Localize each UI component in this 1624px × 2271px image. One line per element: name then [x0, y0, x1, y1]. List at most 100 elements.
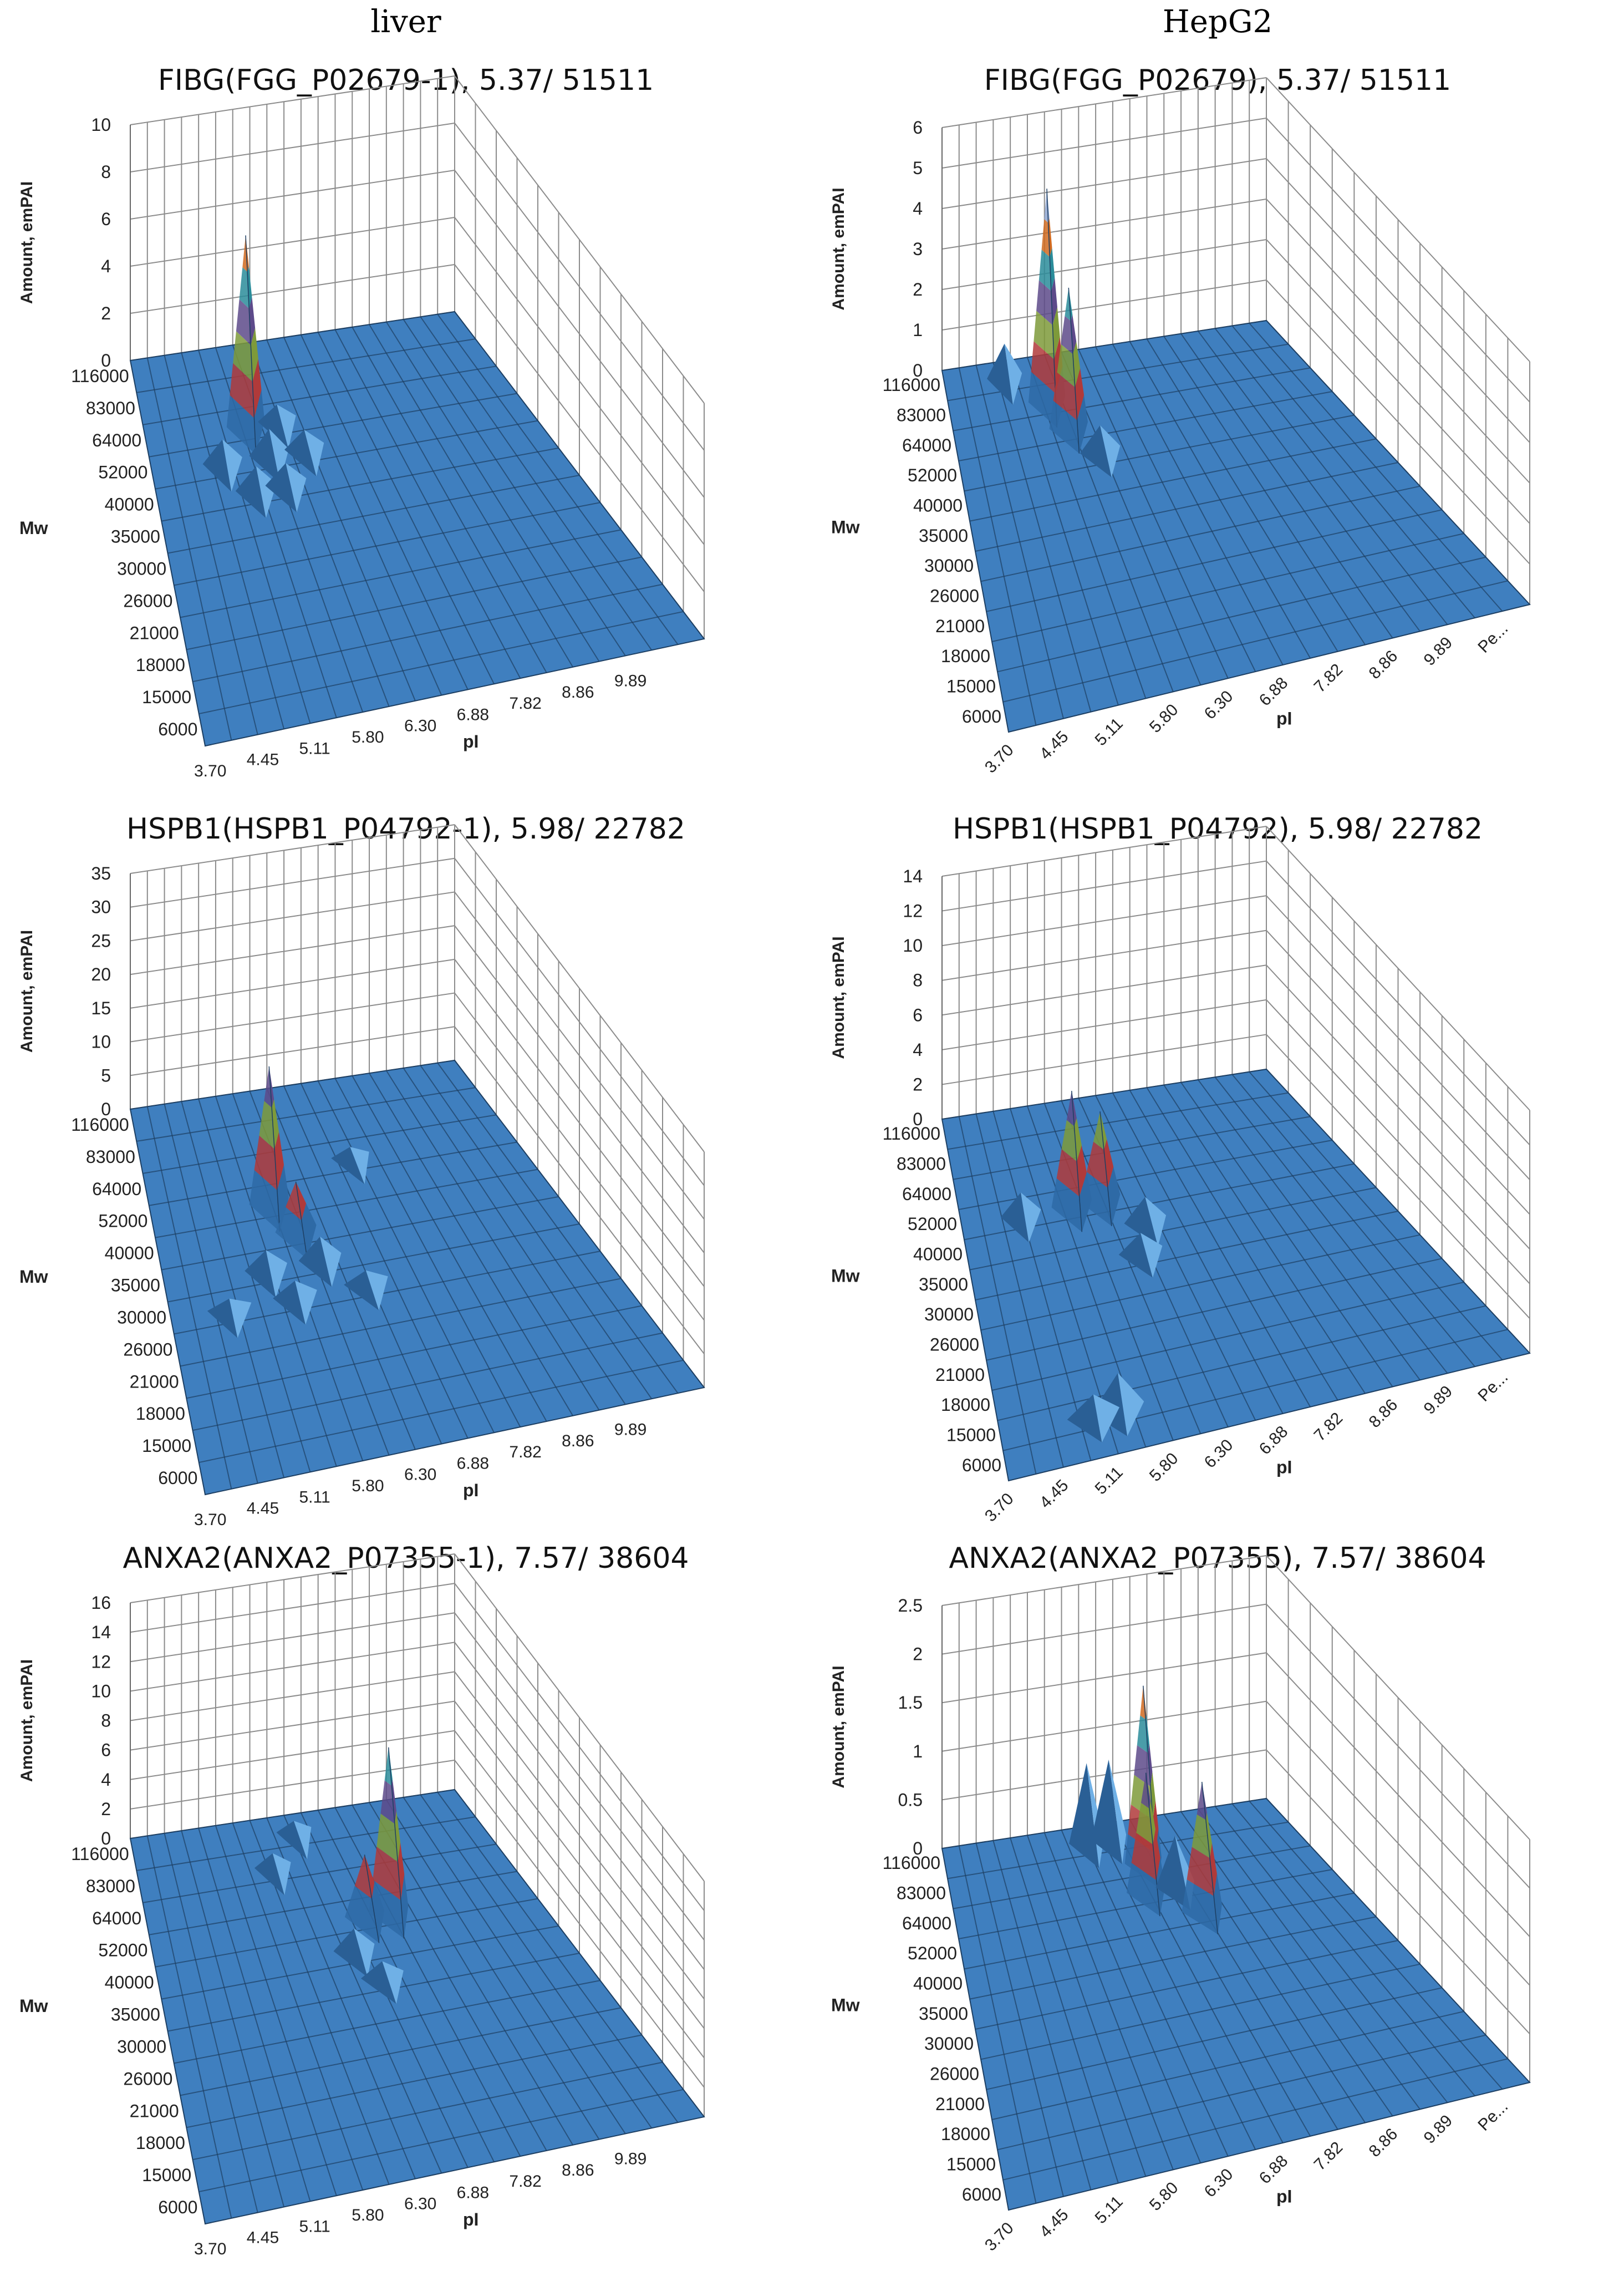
peak-edge: [364, 1855, 380, 1943]
wall-gridline: [130, 264, 455, 314]
pi-axis-label: pI: [463, 1480, 478, 1500]
wall-gridline: [941, 118, 1267, 169]
peak-minor: [1067, 1394, 1119, 1442]
pi-tick-label: 8.86: [1366, 1395, 1402, 1431]
peak-band: [1071, 314, 1077, 354]
peak-face: [1021, 1192, 1041, 1243]
mw-axis-label: Mw: [19, 1267, 48, 1287]
peak-band: [1153, 1829, 1160, 1881]
wall-gridline: [130, 123, 455, 172]
peak-band: [247, 266, 252, 309]
z-tick-label: 6: [913, 1005, 923, 1025]
wall-gridline: [1266, 930, 1530, 1215]
floor-gridline: [958, 391, 1332, 461]
peak-band: [242, 235, 248, 272]
peak-minor: [1124, 1197, 1167, 1247]
mw-tick-label: 83000: [897, 1883, 946, 1903]
peak-band: [226, 395, 256, 455]
pi-tick-label: 6.30: [1201, 2165, 1237, 2201]
pi-ticks: 3.70 4.45 5.11 5.80 6.30 6.88 7.82 8.86 9.89: [194, 672, 646, 780]
wall-gridline: [941, 239, 1267, 290]
peak-minor: [331, 1147, 369, 1185]
mw-tick-label: 83000: [897, 405, 946, 425]
peak-band: [1182, 1879, 1218, 1934]
wall-gridline: [941, 895, 1267, 947]
peak-band: [398, 1842, 405, 1901]
mw-tick-label: 116000: [883, 1853, 940, 1873]
mw-tick-label: 64000: [92, 1908, 141, 1928]
floor-gridline: [198, 611, 684, 715]
floor-gridline: [136, 338, 476, 393]
peak-band: [1093, 1111, 1104, 1150]
z-tick-label: 4: [101, 1770, 111, 1790]
wall-gridline: [454, 1642, 705, 1970]
peak-face: [265, 463, 297, 513]
peak-band: [230, 363, 254, 418]
peak-band: [1036, 280, 1053, 326]
peak-minor: [202, 439, 242, 492]
peak-minor: [265, 463, 307, 513]
z-tick-label: 0: [101, 1828, 111, 1848]
wall-gridline: [130, 170, 455, 220]
chart-panel-hspb1-liver: HSPB1(HSPB1_P04792-1), 5.98/ 22782 35 30 2…: [0, 799, 812, 1542]
peak-band: [1077, 1145, 1087, 1197]
peak-minor: [1080, 425, 1121, 477]
wall-gridline: [941, 280, 1267, 331]
z-tick-label: 5: [913, 158, 923, 178]
wall-gridline: [1266, 964, 1530, 1249]
z-tick-label: 6: [101, 1740, 111, 1760]
mw-tick-label: 83000: [86, 1147, 135, 1167]
z-tick-label: 8: [101, 1711, 111, 1731]
mw-tick-label: 52000: [908, 1214, 957, 1234]
wall-gridline: [130, 925, 455, 976]
mw-ticks: 116000 83000 64000 52000 40000 35000 30000 2600…: [71, 366, 197, 739]
wall-gridline: [1266, 999, 1530, 1284]
floor-gridline: [155, 1168, 538, 1238]
peak-face: [344, 1270, 379, 1310]
peak-face: [987, 343, 1013, 405]
pi-tick-label: 4.45: [247, 1500, 279, 1518]
floor-gridline: [980, 1234, 1421, 1331]
mw-tick-label: 18000: [941, 1395, 990, 1415]
mw-tick-label: 15000: [946, 1425, 996, 1445]
peak-face: [1069, 1763, 1099, 1868]
floor-gridline: [975, 1940, 1398, 2030]
peak-face: [1124, 1197, 1158, 1247]
pi-tick-label: 5.11: [1092, 1463, 1127, 1498]
wall-gridline: [130, 1671, 455, 1721]
wall-gridline: [454, 217, 705, 545]
z-tick-label: 4: [913, 1040, 923, 1060]
pi-axis-label: pI: [1276, 1457, 1292, 1477]
mw-tick-label: 15000: [142, 1436, 191, 1456]
z-tick-label: 4: [913, 199, 923, 219]
peak-band: [1038, 250, 1051, 291]
z-tick-label: 10: [91, 115, 111, 135]
peak-face: [354, 1928, 375, 1978]
mw-tick-label: 64000: [92, 1179, 141, 1199]
peak-second: [275, 1181, 317, 1259]
peak-band: [1051, 277, 1057, 326]
mw-tick-label: 26000: [930, 586, 979, 606]
mw-tick-label: 26000: [123, 2069, 172, 2089]
wall-gridline: [941, 860, 1267, 912]
floor-gridline: [192, 1332, 663, 1431]
peak-face: [295, 1281, 317, 1325]
wall-gridline: [454, 1730, 705, 2059]
peak-second: [1080, 1111, 1121, 1226]
pi-tick-label: 7.82: [1311, 1409, 1347, 1445]
mw-tick-label: 52000: [98, 463, 147, 482]
wall-gridline: [454, 858, 705, 1186]
peak-band: [1126, 1863, 1160, 1917]
peak-edge: [268, 1066, 281, 1232]
wall-gridline: [130, 992, 455, 1043]
mw-tick-label: 83000: [897, 1154, 946, 1174]
peak-band: [1065, 287, 1071, 321]
z-tick-label: 4: [101, 256, 111, 276]
z-tick-label: 10: [91, 1681, 111, 1701]
peak-band: [1149, 1801, 1155, 1845]
wall-gridline: [941, 1603, 1267, 1655]
mw-tick-label: 40000: [105, 1243, 154, 1263]
peak-face: [202, 439, 232, 492]
wall-gridline: [130, 1642, 455, 1692]
column-header-liver: liver: [370, 4, 441, 40]
